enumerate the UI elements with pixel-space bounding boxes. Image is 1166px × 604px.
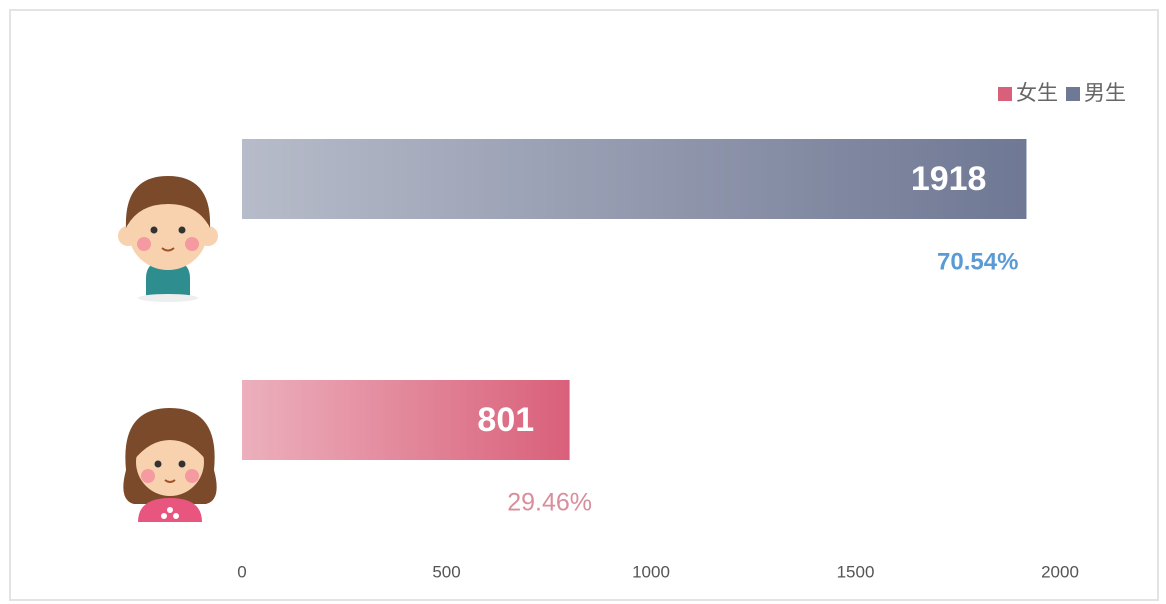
x-tick-label: 1000 xyxy=(632,562,670,581)
share-label: 29.46% xyxy=(507,489,592,517)
bar xyxy=(242,139,1027,219)
boy-icon xyxy=(118,176,218,302)
bar xyxy=(242,380,570,460)
legend-label: 男生 xyxy=(1084,81,1126,105)
x-tick-label: 1500 xyxy=(837,562,875,581)
legend-swatch xyxy=(998,87,1012,101)
girl-icon xyxy=(123,408,217,522)
x-tick-label: 2000 xyxy=(1041,562,1079,581)
legend-swatch xyxy=(1066,87,1080,101)
x-tick-label: 0 xyxy=(237,562,246,581)
legend-label: 女生 xyxy=(1016,81,1058,105)
value-label: 1918 xyxy=(911,160,987,198)
share-label: 70.54% xyxy=(937,248,1018,275)
x-tick-label: 500 xyxy=(432,562,460,581)
value-label: 801 xyxy=(477,401,534,439)
